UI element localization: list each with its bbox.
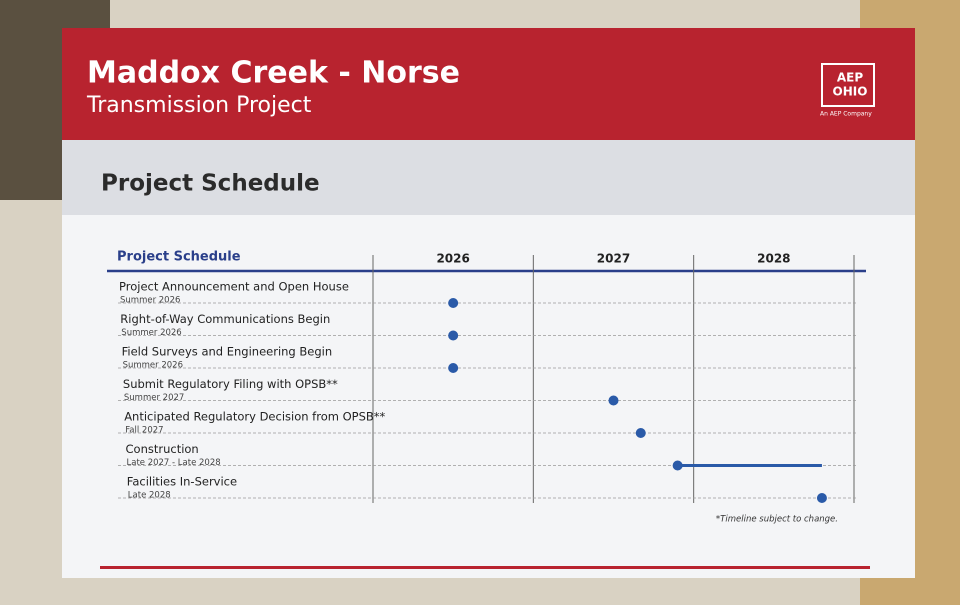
task-label: Construction [126,442,199,456]
x-tick-label: 2027 [597,252,630,266]
task-timing: Summer 2026 [121,328,181,338]
section-title: Project Schedule [101,171,320,197]
table-header: Project Schedule [117,250,241,265]
logo-bottom: OHIO [833,85,868,99]
milestone-dot [448,363,459,373]
logo-box [821,63,875,107]
milestone-dot [816,493,827,503]
milestone-dot [448,330,459,341]
task-timing: Late 2027 - Late 2028 [127,458,221,468]
subtitle: Transmission Project [86,93,312,118]
task-label: Field Surveys and Engineering Begin [122,345,333,359]
bottom-rule [100,566,870,569]
logo-top: AEP [837,71,863,85]
task-timing: Summer 2026 [123,361,183,371]
task-timing: Fall 2027 [125,426,163,436]
task-label: Anticipated Regulatory Decision from OPS… [124,410,385,424]
milestone-dot [672,460,683,471]
section-band [62,140,915,215]
task-label: Project Announcement and Open House [119,280,349,294]
task-timing: Late 2028 [128,491,171,501]
footnote: *Timeline subject to change. [716,515,838,525]
x-tick-label: 2026 [436,252,469,266]
task-timing: Summer 2027 [124,393,184,403]
task-timing: Summer 2026 [120,296,180,306]
logo-tagline: An AEP Company [820,111,872,118]
milestone-dot [448,298,459,308]
title: Maddox Creek - Norse [87,56,460,91]
milestone-dot [608,395,619,406]
task-label: Facilities In-Service [127,475,237,489]
task-label: Right-of-Way Communications Begin [120,312,330,326]
x-tick-label: 2028 [757,252,790,266]
header-band [62,28,915,140]
milestone-dot [635,428,646,438]
task-label: Submit Regulatory Filing with OPSB** [123,377,338,391]
